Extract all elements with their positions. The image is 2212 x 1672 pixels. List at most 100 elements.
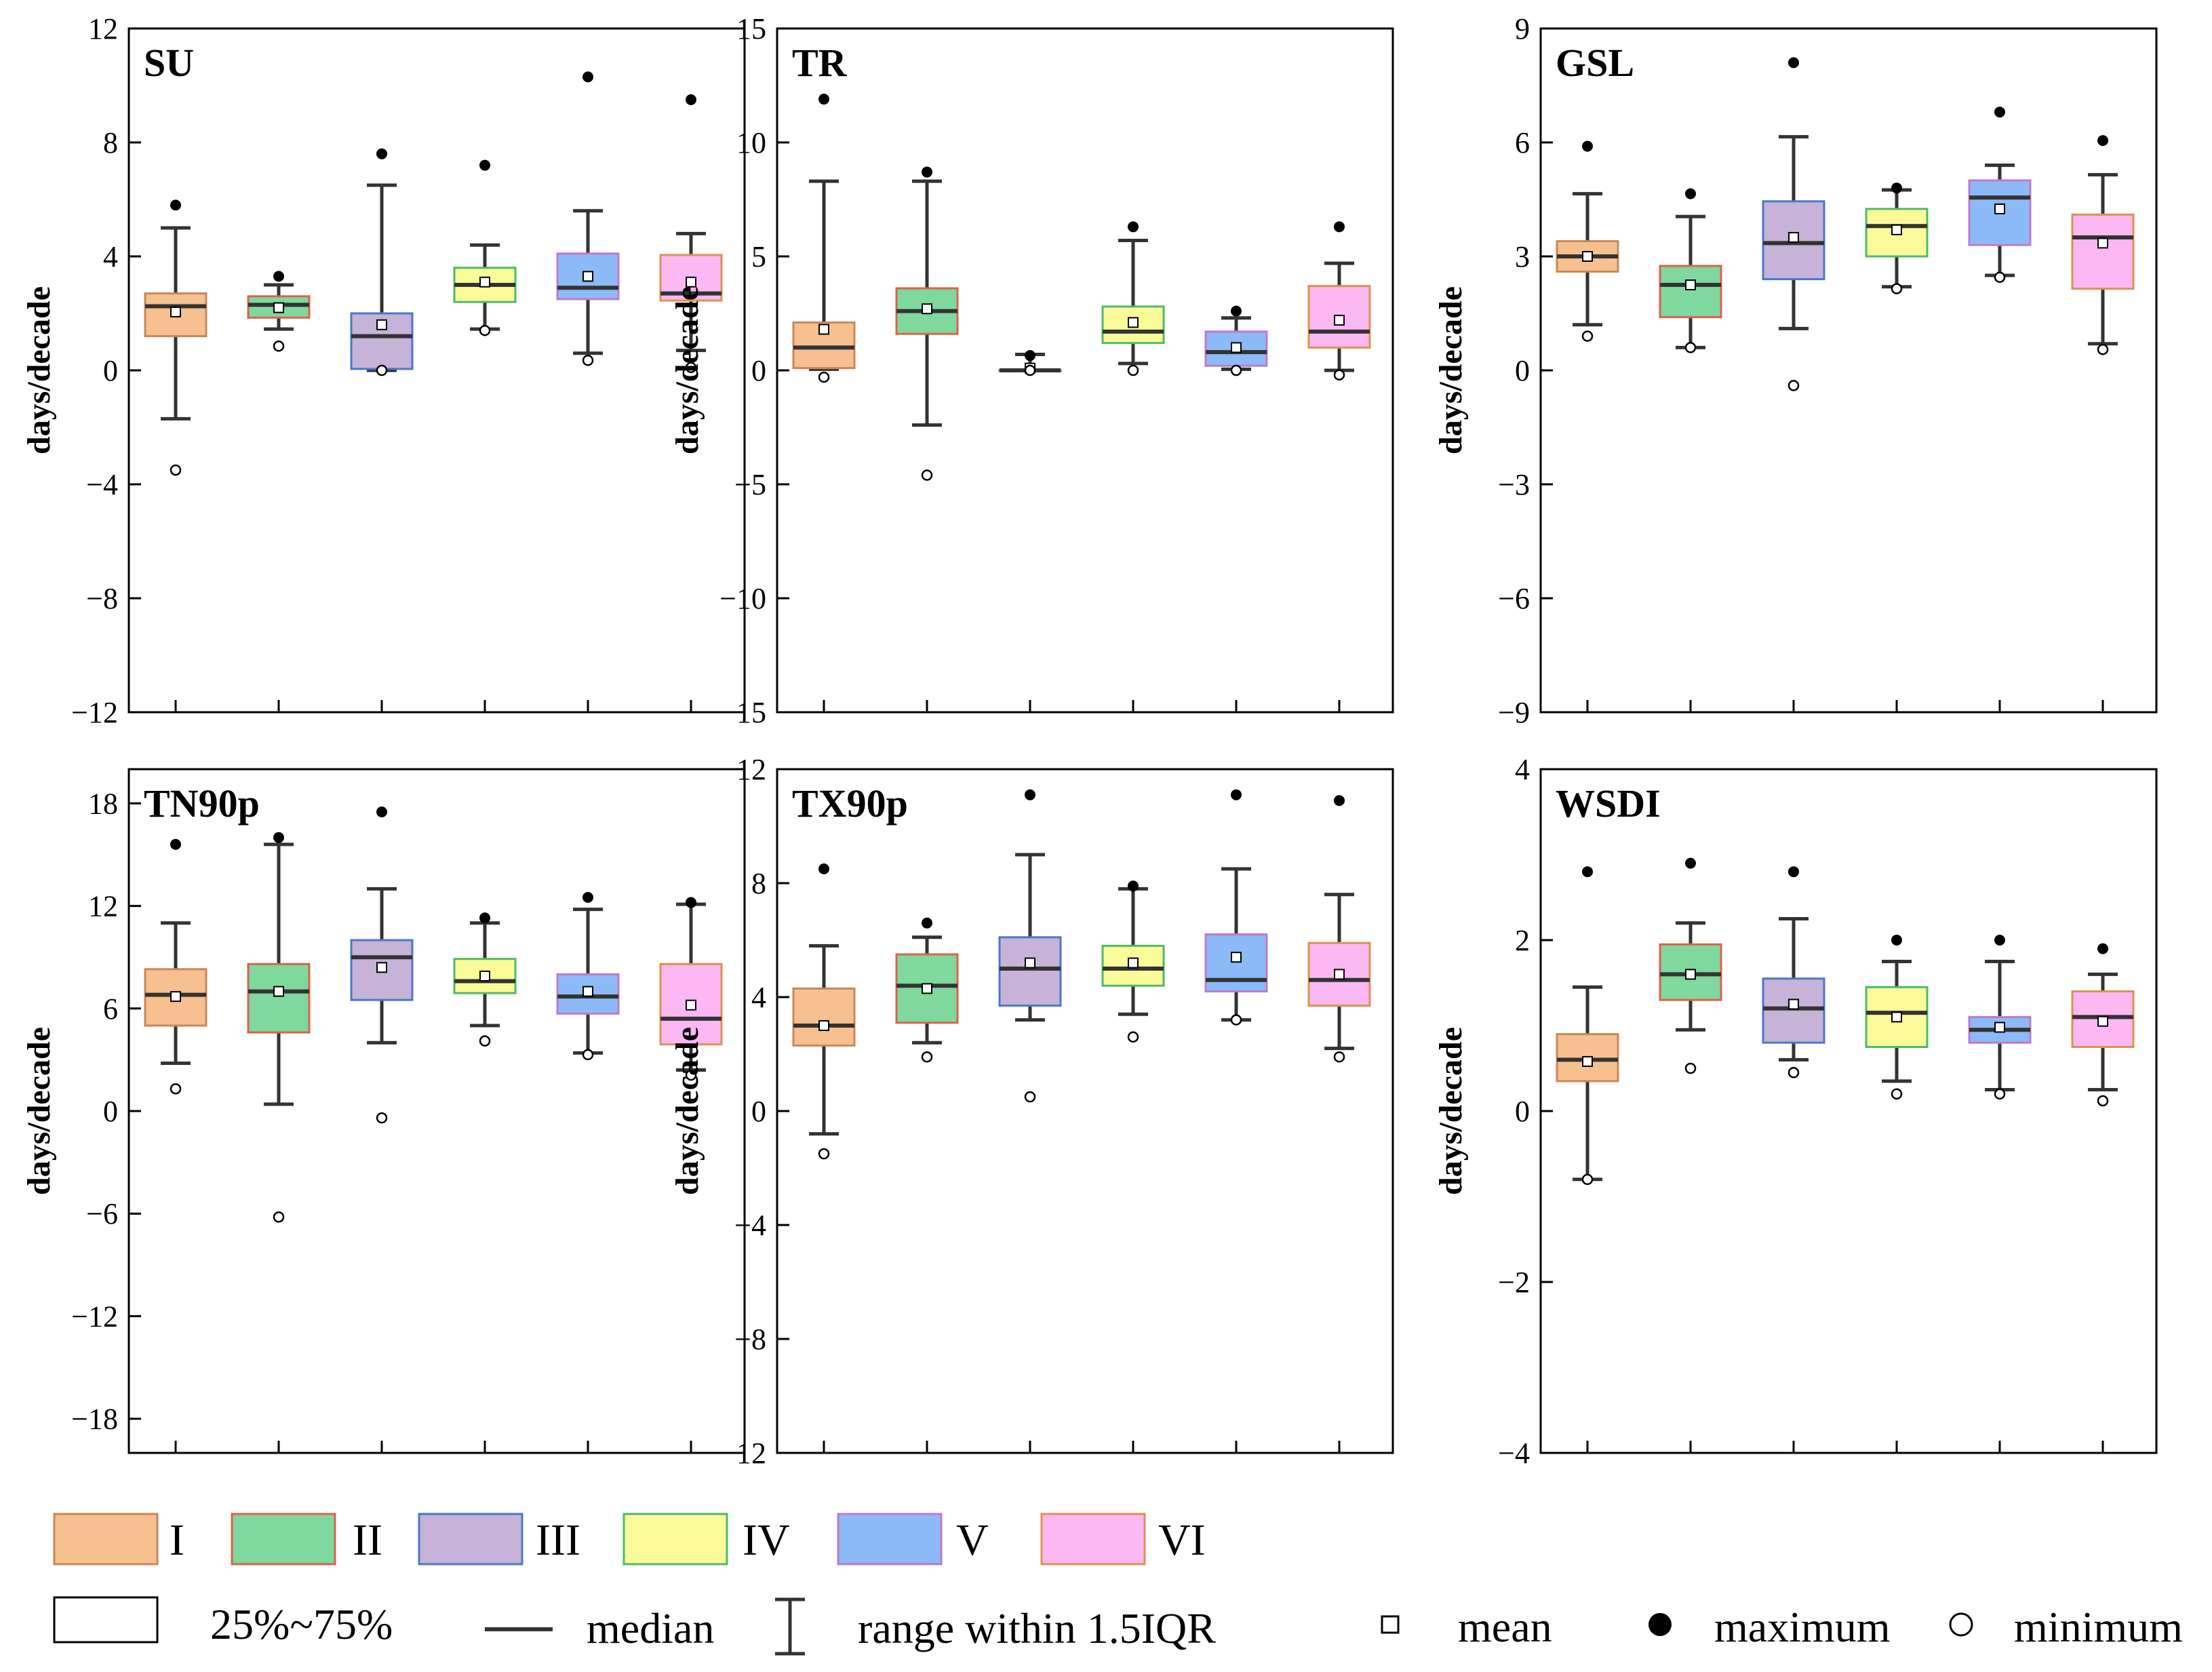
- y-tick-label: 0: [1515, 354, 1530, 387]
- max-marker: [1128, 880, 1139, 892]
- panel-title: SU: [144, 41, 194, 85]
- plot-frame: [127, 768, 746, 1454]
- mean-marker: [1994, 203, 2005, 214]
- min-marker: [818, 1148, 830, 1160]
- legend-item-VI: VI: [1040, 1513, 1206, 1566]
- box-IV: [1865, 182, 1929, 712]
- panel-tr: −15 −10 −5 0 5 10 15 days/decade TR: [669, 12, 1394, 729]
- mean-marker: [686, 276, 696, 288]
- min-marker: [2097, 343, 2109, 355]
- y-tick-label: 12: [88, 890, 118, 923]
- y-axis-label: days/decade: [669, 1027, 705, 1195]
- legend-label: I: [170, 1515, 184, 1565]
- legend-min-label: minimum: [2014, 1603, 2183, 1651]
- box-II: [895, 917, 959, 1453]
- box-II: [895, 166, 959, 712]
- y-tick-label: 0: [751, 354, 766, 387]
- max-marker: [1582, 140, 1593, 152]
- box-III: [350, 806, 414, 1453]
- min-marker: [1788, 1067, 1800, 1078]
- y-tick-label: 18: [88, 787, 118, 820]
- mean-marker: [273, 302, 284, 313]
- iqr-box: [1762, 977, 1825, 1044]
- min-marker: [1994, 271, 2006, 284]
- y-axis-label: days/decade: [21, 286, 57, 454]
- box-III: [998, 789, 1062, 1453]
- max-marker: [376, 806, 387, 817]
- max-marker: [376, 148, 387, 159]
- max-marker: [1025, 350, 1035, 362]
- min-marker: [376, 364, 388, 376]
- max-marker: [1788, 57, 1799, 69]
- y-tick-label: 6: [1515, 126, 1530, 159]
- legend-box-swatch: [53, 1596, 159, 1644]
- min-marker: [582, 355, 594, 366]
- y-tick-label: −2: [1498, 1266, 1530, 1299]
- legend-whisker-label: range within 1.5IQR: [858, 1604, 1216, 1652]
- min-marker: [1024, 1091, 1036, 1103]
- min-marker: [376, 1112, 388, 1124]
- box-V: [1204, 305, 1268, 712]
- legend-item-IV: IV: [623, 1513, 790, 1566]
- box-IV: [1101, 221, 1165, 712]
- max-marker: [1994, 935, 2005, 946]
- mean-marker: [1788, 998, 1799, 1010]
- min-marker: [1684, 342, 1697, 353]
- max-marker: [273, 271, 284, 282]
- min-marker: [1891, 283, 1903, 294]
- max-marker: [818, 863, 829, 874]
- min-marker: [1127, 1031, 1139, 1043]
- box-III: [350, 148, 414, 712]
- y-tick-label: 4: [1515, 753, 1530, 786]
- y-tick-label: −9: [1498, 696, 1530, 729]
- panel-tn90p: −18 −12 −6 0 6 12 18 days/decade TN90p: [21, 768, 746, 1454]
- mean-marker: [1025, 957, 1035, 969]
- legend-max-swatch: [1648, 1613, 1672, 1636]
- y-tick-label: 15: [736, 12, 766, 45]
- min-marker: [921, 469, 933, 481]
- min-marker: [1581, 1173, 1594, 1186]
- max-marker: [582, 71, 593, 83]
- plot-frame: [1539, 768, 2158, 1454]
- y-tick-label: −4: [86, 468, 118, 501]
- y-tick-label: 6: [103, 992, 118, 1026]
- y-tick-label: −15: [719, 696, 766, 729]
- min-marker: [273, 341, 285, 352]
- legend-swatch: [418, 1513, 524, 1566]
- min-marker: [1581, 330, 1594, 342]
- max-marker: [582, 892, 593, 903]
- y-tick-label: −3: [1498, 468, 1530, 501]
- legend-label: III: [536, 1515, 580, 1565]
- min-marker: [685, 1069, 697, 1081]
- min-marker: [1994, 1088, 2006, 1100]
- mean-marker: [1685, 969, 1696, 980]
- legend: I II III IV V VI 25%~75% median range within …: [53, 1513, 2183, 1656]
- box-V: [1204, 789, 1268, 1453]
- panel-title: WSDI: [1556, 781, 1661, 825]
- y-tick-label: 8: [751, 867, 766, 900]
- legend-item-III: III: [418, 1513, 580, 1566]
- y-tick-label: −4: [1498, 1437, 1530, 1470]
- y-tick-label: −4: [734, 1209, 766, 1242]
- legend-swatch: [1040, 1513, 1146, 1566]
- max-marker: [170, 199, 181, 211]
- max-marker: [1788, 866, 1799, 878]
- legend-groups: I II III IV V VI: [53, 1513, 1206, 1566]
- max-marker: [1891, 182, 1902, 194]
- mean-marker: [1128, 317, 1139, 328]
- box-V: [556, 71, 620, 712]
- box-V: [1968, 935, 2032, 1453]
- mean-marker: [1788, 232, 1799, 243]
- max-marker: [1685, 857, 1696, 869]
- min-marker: [818, 371, 830, 383]
- legend-max-label: maximum: [1714, 1603, 1891, 1651]
- box-I: [144, 838, 208, 1453]
- max-marker: [2097, 135, 2108, 147]
- mean-marker: [170, 306, 181, 317]
- y-tick-label: −18: [71, 1403, 118, 1436]
- max-marker: [170, 838, 181, 850]
- mean-marker: [818, 324, 829, 335]
- y-axis-label: days/decade: [21, 1027, 57, 1195]
- min-marker: [1127, 364, 1139, 376]
